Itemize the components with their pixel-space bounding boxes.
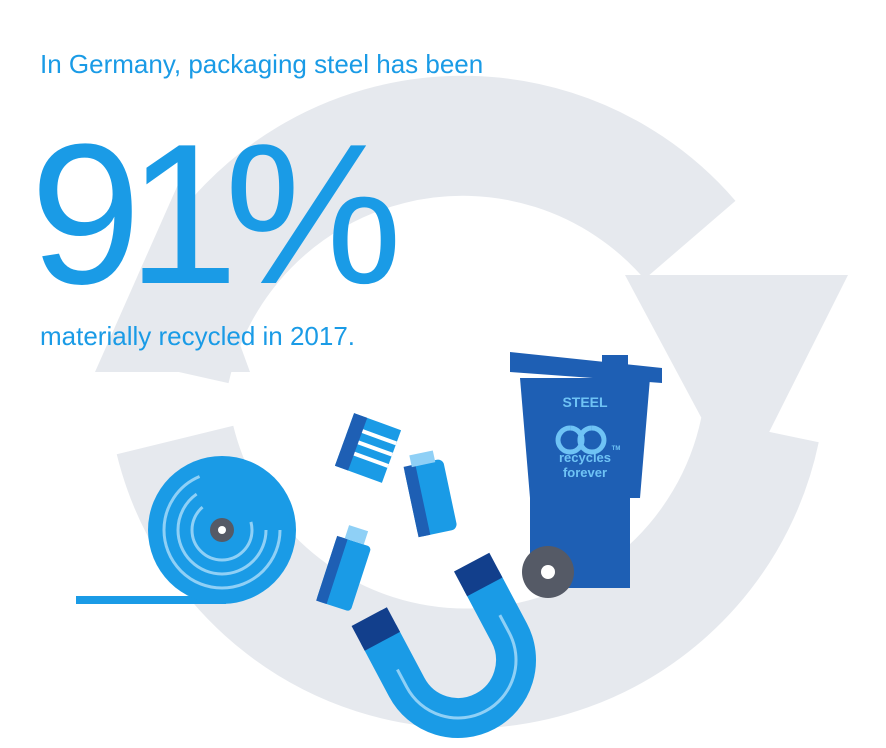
magnet [351,552,536,738]
spray-can [316,525,371,611]
coil-hole [218,526,226,534]
bin-slogan: recycles [559,450,611,465]
bin-trademark: TM [612,446,621,452]
drink-can [403,450,457,538]
coil-ring [176,484,268,576]
steel-coil [76,456,296,604]
coil-strip [76,596,226,604]
bin-label: STEEL [562,394,608,410]
recycling-bin: STEEL TM recycles forever [510,352,662,598]
headline-figure: 91% [30,103,395,326]
tin-can [334,413,402,483]
bin-slogan: forever [563,465,607,480]
intro-text: In Germany, packaging steel has been [40,49,483,79]
coil-ring [190,498,254,562]
arrow-head-up [95,180,250,372]
coil-ring [162,470,282,590]
outro-text: materially recycled in 2017. [40,321,355,351]
arrow-head-down [625,275,848,490]
